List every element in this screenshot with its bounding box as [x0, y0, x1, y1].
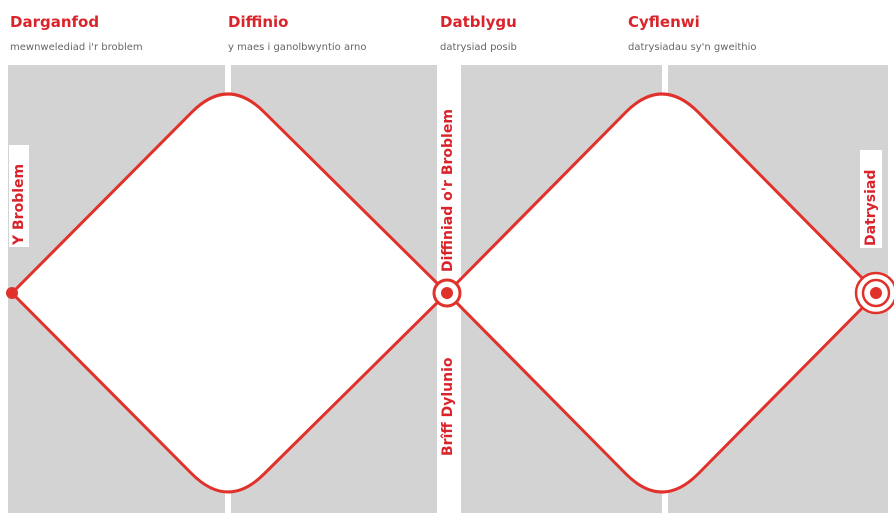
phase-subtitle: mewnwelediad i'r broblem — [10, 42, 143, 53]
phase-title: Cyflenwi — [628, 13, 700, 31]
phase-title: Datblygu — [440, 13, 517, 31]
start-dot — [6, 287, 18, 299]
target-dot — [441, 287, 453, 299]
phase-subtitle: datrysiad posib — [440, 42, 517, 53]
phase-title: Darganfod — [10, 13, 99, 31]
phase-title: Diffinio — [228, 13, 288, 31]
label-bg — [9, 145, 29, 247]
target-dot — [870, 287, 882, 299]
phase-subtitle: datrysiadau sy'n gweithio — [628, 42, 757, 53]
end-label: Datrysiad — [863, 170, 879, 246]
label-bg — [860, 150, 882, 248]
middle-bottom-label: Brîff Dylunio — [440, 357, 456, 456]
middle-top-label: Diffiniad o'r Broblem — [440, 109, 456, 272]
start-label: Y Broblem — [11, 164, 27, 246]
phase-subtitle: y maes i ganolbwyntio arno — [228, 42, 366, 53]
